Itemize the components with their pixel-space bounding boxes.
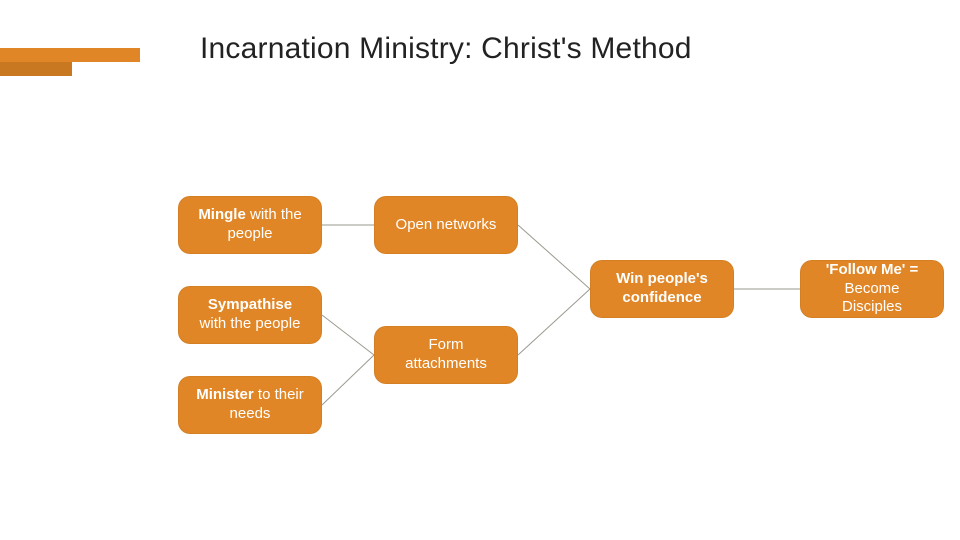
node-open: Open networks [374, 196, 518, 254]
edge-sympathise-form [322, 315, 374, 355]
node-form: Formattachments [374, 326, 518, 384]
edge-minister-form [322, 355, 374, 405]
node-sympathise: Sympathisewith the people [178, 286, 322, 344]
node-minister: Minister to theirneeds [178, 376, 322, 434]
edge-form-win [518, 289, 590, 355]
node-mingle: Mingle with thepeople [178, 196, 322, 254]
node-win: Win people'sconfidence [590, 260, 734, 318]
slide: Incarnation Ministry: Christ's Method Mi… [0, 0, 960, 540]
edge-open-win [518, 225, 590, 289]
node-follow: 'Follow Me' =BecomeDisciples [800, 260, 944, 318]
